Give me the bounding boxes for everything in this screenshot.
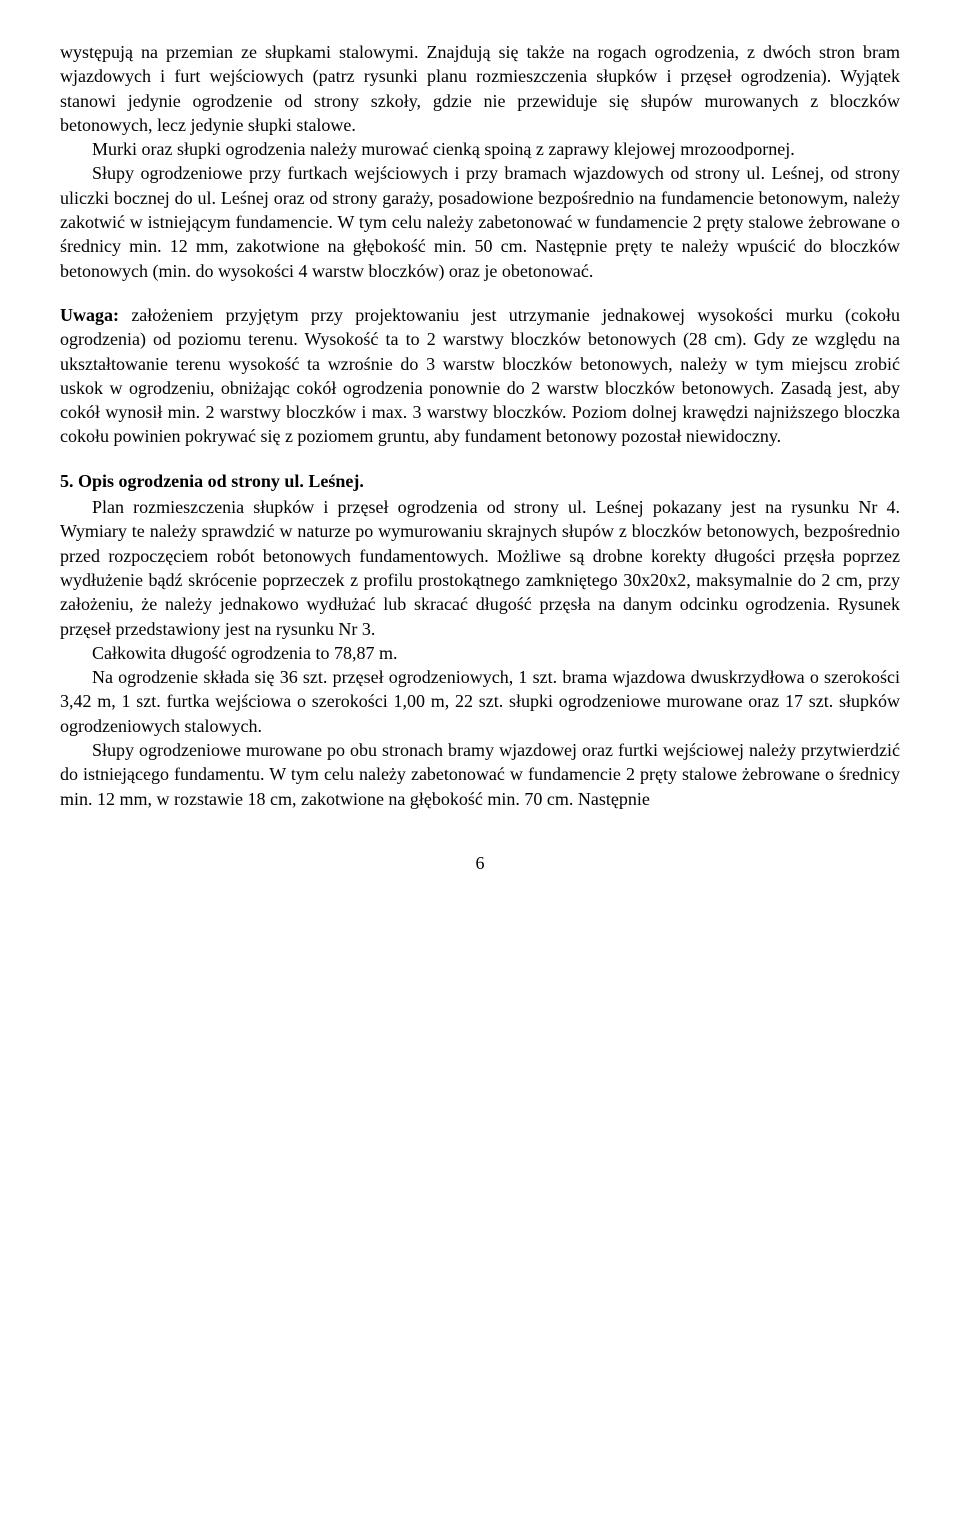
paragraph-2: Murki oraz słupki ogrodzenia należy muro…	[60, 137, 900, 161]
paragraph-5a: Plan rozmieszczenia słupków i przęseł og…	[60, 495, 900, 641]
uwaga-label: Uwaga:	[60, 305, 119, 325]
paragraph-3: Słupy ogrodzeniowe przy furtkach wejścio…	[60, 161, 900, 282]
paragraph-5c: Na ogrodzenie składa się 36 szt. przęseł…	[60, 665, 900, 738]
page-number: 6	[60, 851, 900, 875]
paragraph-5b: Całkowita długość ogrodzenia to 78,87 m.	[60, 641, 900, 665]
heading-5: 5. Opis ogrodzenia od strony ul. Leśnej.	[60, 469, 900, 493]
paragraph-4: Uwaga: założeniem przyjętym przy projekt…	[60, 303, 900, 449]
paragraph-1: występują na przemian ze słupkami stalow…	[60, 40, 900, 137]
paragraph-5d: Słupy ogrodzeniowe murowane po obu stron…	[60, 738, 900, 811]
paragraph-4-text: założeniem przyjętym przy projektowaniu …	[60, 305, 900, 446]
